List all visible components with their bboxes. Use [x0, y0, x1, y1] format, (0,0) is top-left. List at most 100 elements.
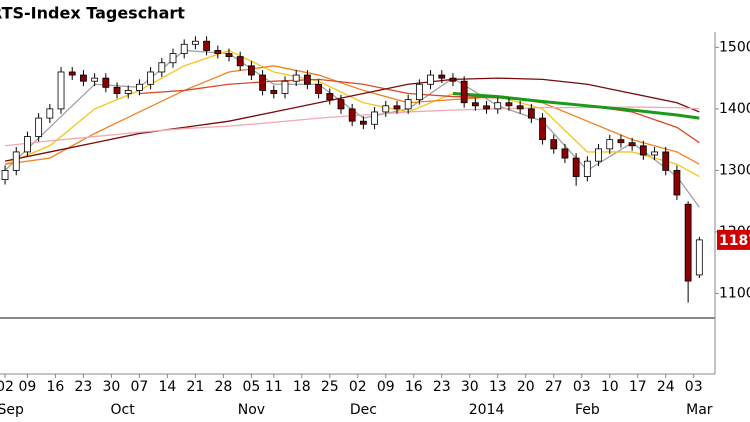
x-tick-label: 10	[601, 379, 619, 395]
candle-body	[102, 77, 110, 88]
candle-body	[617, 139, 625, 144]
y-tick-label: 1300	[719, 162, 750, 178]
x-group-label: Sep	[0, 402, 24, 418]
x-tick-label: 09	[377, 379, 395, 395]
x-group-label: Nov	[238, 402, 265, 418]
candle-body	[460, 80, 468, 104]
candle-body	[583, 160, 591, 177]
candle-body	[427, 74, 434, 85]
x-tick-label: 03	[685, 379, 703, 395]
candle-body	[68, 71, 76, 76]
candle-body	[337, 99, 345, 110]
candle-body	[494, 102, 502, 110]
y-tick-label: 1400	[719, 101, 750, 117]
x-tick-label: 16	[47, 379, 65, 395]
candle-body	[113, 86, 121, 94]
candle-body	[169, 53, 177, 64]
candle-body	[247, 65, 255, 76]
candle-body	[639, 145, 647, 156]
moving-average	[4, 49, 700, 178]
candle-body	[35, 117, 43, 137]
candle-body	[527, 108, 535, 119]
candle-body	[371, 111, 378, 125]
candle-body	[203, 40, 211, 51]
x-group-label: Feb	[575, 402, 600, 418]
x-tick-label: 18	[293, 379, 311, 395]
x-tick-label: 30	[461, 379, 479, 395]
x-tick-label: 13	[489, 379, 507, 395]
x-tick-label: 07	[131, 379, 149, 395]
chart-title: RTS-Index Tageschart	[0, 4, 185, 23]
x-tick-label: 05	[242, 379, 260, 395]
last-price-box	[717, 229, 750, 250]
x-tick-label: 02	[349, 379, 367, 395]
candle-body	[24, 136, 31, 153]
candle-body	[505, 102, 513, 107]
x-tick-label: 25	[321, 379, 339, 395]
candle-body	[80, 74, 87, 82]
candle-body	[393, 105, 401, 110]
candle-body	[124, 90, 132, 94]
candle-body	[348, 108, 356, 122]
candle-body	[214, 50, 222, 54]
x-tick-label: 27	[545, 379, 563, 395]
moving-average	[4, 77, 700, 162]
candle-body	[236, 56, 244, 67]
candle-body	[684, 203, 692, 282]
candle-body	[359, 120, 367, 125]
x-tick-label: 23	[75, 379, 93, 395]
x-tick-label: 30	[103, 379, 121, 395]
candle-body	[651, 151, 658, 156]
candle-body	[382, 105, 390, 113]
candle-body	[326, 93, 334, 101]
candle-body	[259, 74, 266, 91]
candle-body	[471, 102, 479, 107]
x-tick-label: 23	[433, 379, 451, 395]
x-group-label: Dec	[350, 402, 377, 418]
candle-body	[46, 108, 54, 119]
candle-body	[281, 80, 289, 94]
x-tick-label: 20	[517, 379, 535, 395]
candle-body	[180, 43, 188, 54]
candle-body	[516, 105, 524, 110]
candle-body	[158, 62, 166, 73]
x-group-label: Oct	[111, 402, 136, 418]
candle-body	[91, 77, 99, 82]
candle-body	[572, 157, 580, 177]
candle-body	[673, 169, 681, 196]
candle-body	[415, 83, 423, 101]
candle-body	[550, 139, 558, 150]
moving-average	[452, 92, 700, 120]
last-price-label: 1187	[719, 233, 750, 249]
x-tick-label: 24	[657, 379, 675, 395]
moving-average	[4, 65, 700, 165]
candle-body	[539, 117, 546, 141]
candle-body	[57, 71, 65, 110]
candle-body	[404, 99, 412, 110]
x-tick-label: 16	[405, 379, 423, 395]
candle-body	[483, 105, 490, 110]
candle-body	[449, 77, 457, 82]
candle-body	[270, 90, 278, 94]
candle-body	[12, 151, 20, 171]
candle-body	[606, 139, 614, 150]
x-tick-label: 09	[19, 379, 37, 395]
candle-body	[315, 83, 322, 94]
candle-body	[561, 148, 569, 159]
candle-body	[628, 142, 636, 147]
candle-body	[136, 83, 143, 91]
moving-average	[139, 78, 700, 144]
x-tick-label: 11	[265, 379, 283, 395]
candle-body	[192, 40, 199, 45]
x-tick-label: 17	[629, 379, 647, 395]
x-group-label: Mar	[686, 402, 713, 418]
candle-body	[303, 74, 311, 85]
candle-body	[695, 239, 703, 276]
candle-body	[1, 169, 9, 181]
x-tick-label: 02	[0, 379, 14, 395]
y-tick-label: 1100	[719, 285, 750, 301]
candle-body	[147, 71, 155, 85]
x-tick-label: 28	[214, 379, 232, 395]
